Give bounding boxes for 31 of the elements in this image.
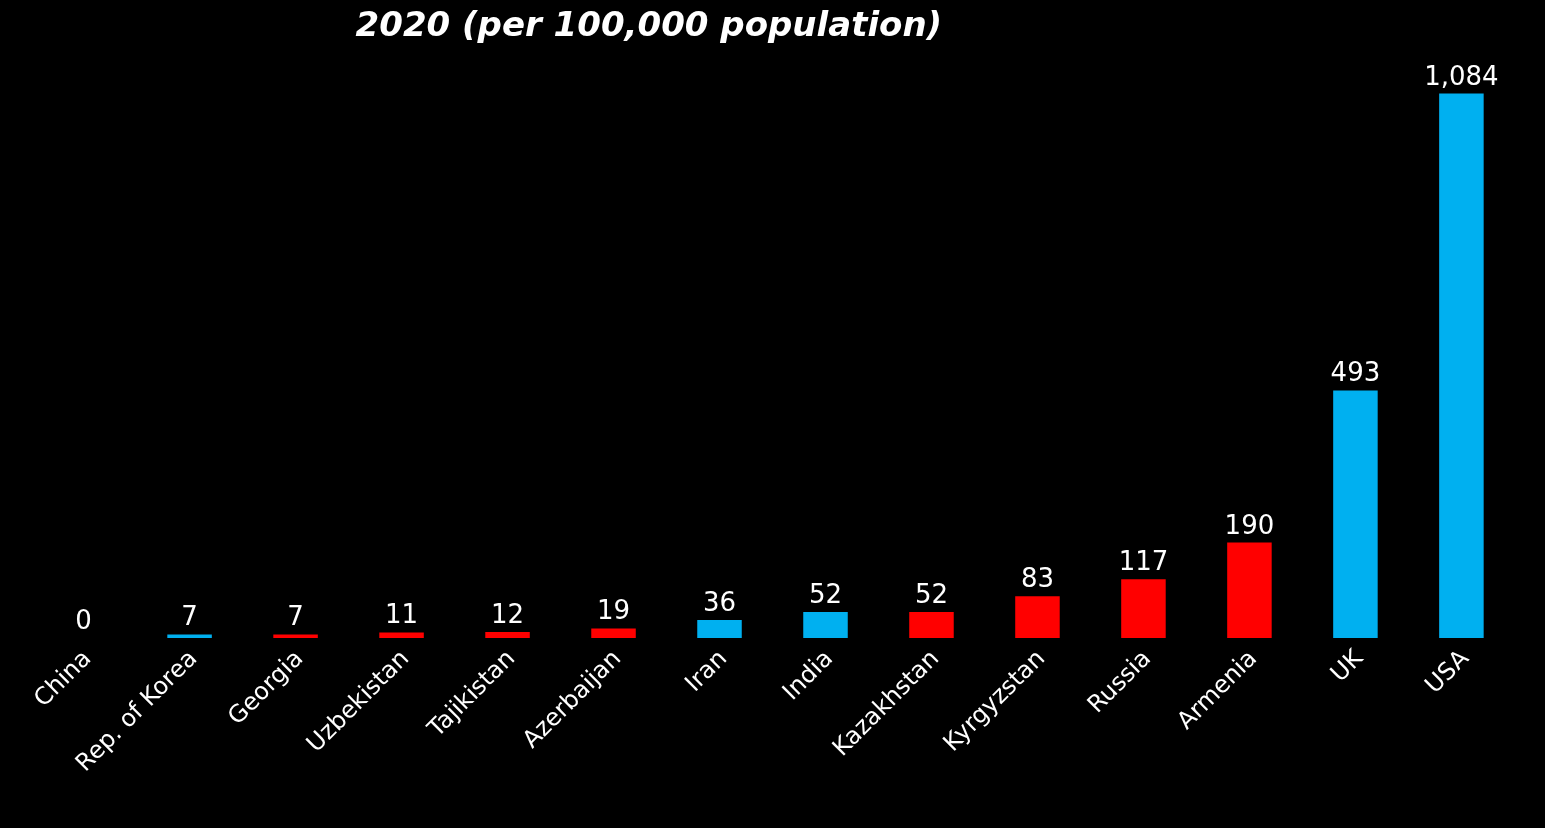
bar <box>167 634 212 638</box>
bar <box>591 628 636 638</box>
bar <box>1121 579 1166 638</box>
bar <box>909 611 954 638</box>
data-label: 493 <box>1330 357 1381 388</box>
x-tick-label: UK <box>1324 643 1370 688</box>
bar <box>803 611 848 638</box>
data-label: 12 <box>490 598 525 629</box>
data-label: 52 <box>808 578 843 609</box>
bar <box>273 634 318 638</box>
data-label: 7 <box>287 601 304 632</box>
data-label: 11 <box>385 599 419 630</box>
bar <box>1333 390 1378 638</box>
bar <box>1439 93 1484 638</box>
data-label: 83 <box>1020 563 1055 594</box>
bar <box>697 619 742 638</box>
bar <box>379 632 424 638</box>
data-label: 0 <box>75 605 92 635</box>
data-label: 117 <box>1118 546 1169 577</box>
data-label: 52 <box>914 578 949 609</box>
data-label: 36 <box>702 586 737 617</box>
bar <box>1227 542 1272 638</box>
x-tick-label: Iran <box>679 643 733 697</box>
bar <box>1015 596 1060 638</box>
data-label: 190 <box>1224 509 1275 540</box>
x-tick-label: USA <box>1419 643 1475 699</box>
data-label: 7 <box>181 601 198 632</box>
chart-title: 2020 (per 100,000 population) <box>355 4 943 45</box>
data-label: 19 <box>596 595 631 626</box>
bar <box>485 631 530 638</box>
data-label: 1,084 <box>1424 60 1499 91</box>
